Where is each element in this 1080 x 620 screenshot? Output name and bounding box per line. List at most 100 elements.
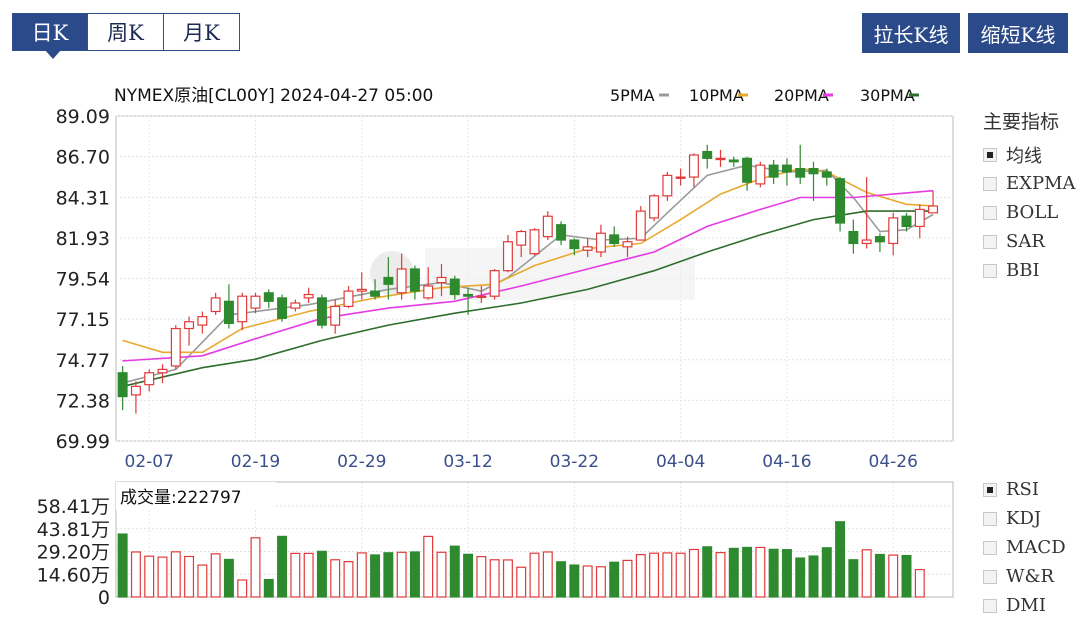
y-tick-label: 77.15: [56, 309, 110, 331]
candle-body: [542, 215, 553, 238]
candle-body: [901, 215, 912, 228]
checkbox[interactable]: [983, 205, 997, 220]
sub-indicator-panel: RSI KDJ MACD W&R DMI: [983, 475, 1066, 620]
main-indicator-sar[interactable]: SAR: [983, 227, 1076, 256]
volume-bar: [144, 555, 155, 598]
tab-month-k[interactable]: 月K: [164, 13, 240, 51]
checkbox[interactable]: [983, 511, 997, 526]
candles: [117, 144, 939, 414]
candle-body: [928, 205, 939, 214]
candle-body: [609, 234, 620, 245]
volume-bar: [170, 551, 181, 598]
candle-body: [755, 164, 766, 185]
volume-tick-label: 43.81万: [37, 519, 110, 541]
main-indicator-header: 主要指标: [983, 111, 1060, 133]
main-indicator-boll[interactable]: BOLL: [983, 198, 1076, 227]
candle-body: [316, 297, 327, 326]
candle-body: [728, 159, 739, 163]
tab-day-k[interactable]: 日K: [12, 13, 88, 59]
y-tick-label: 72.38: [56, 390, 110, 412]
volume-bar: [702, 546, 713, 598]
candle-body: [516, 230, 527, 246]
candle-body: [821, 171, 832, 178]
volume-bar: [821, 547, 832, 598]
candle-body: [449, 278, 460, 296]
sub-indicator-w-r[interactable]: W&R: [983, 562, 1066, 591]
volume-bar: [781, 549, 792, 598]
main-indicator-bbi[interactable]: BBI: [983, 256, 1076, 285]
y-tick-label: 89.09: [56, 106, 110, 128]
candle-body: [556, 224, 567, 241]
shorten-kline-button[interactable]: 缩短K线: [968, 13, 1068, 53]
x-tick-label: 03-22: [550, 452, 599, 472]
volume-bar: [861, 549, 872, 598]
candle-body: [622, 241, 633, 248]
lengthen-kline-button[interactable]: 拉长K线: [862, 13, 960, 53]
candle-body: [715, 157, 726, 161]
candle-body: [409, 268, 420, 292]
x-tick-label: 04-26: [869, 452, 918, 472]
volume-bar: [742, 546, 753, 598]
y-tick-label: 81.93: [56, 228, 110, 250]
volume-bar: [542, 551, 553, 598]
candle-body: [356, 288, 367, 292]
legend-label: 10PMA: [689, 86, 744, 105]
option-label: KDJ: [1006, 508, 1042, 529]
candle-body: [370, 290, 381, 297]
candle-body: [170, 327, 181, 367]
volume-bar: [848, 559, 859, 598]
candle-body: [197, 316, 208, 326]
volume-bar: [662, 552, 673, 598]
volume-bar: [675, 552, 686, 598]
volume-bar: [595, 566, 606, 598]
volume-bar: [330, 559, 341, 598]
volume-bar: [396, 551, 407, 598]
checkbox[interactable]: [983, 234, 997, 249]
volume-bar: [117, 533, 128, 598]
legend-label: 20PMA: [774, 86, 829, 105]
volume-bar: [356, 552, 367, 598]
checkbox[interactable]: [983, 482, 997, 497]
volume-bar: [383, 552, 394, 598]
candle-body: [290, 302, 301, 309]
checkbox[interactable]: [983, 176, 997, 191]
volume-bar: [835, 521, 846, 598]
option-label: SAR: [1006, 231, 1045, 252]
candle-body: [343, 290, 354, 308]
candle-body: [396, 268, 407, 294]
option-label: MACD: [1006, 537, 1066, 558]
volume-bar: [463, 553, 474, 598]
main-indicator--[interactable]: 均线: [983, 140, 1076, 169]
checkbox[interactable]: [983, 147, 997, 162]
volume-bar: [569, 564, 580, 598]
option-label: BBI: [1006, 260, 1040, 281]
volume-bar: [409, 551, 420, 598]
checkbox[interactable]: [983, 569, 997, 584]
volume-bar: [502, 559, 513, 598]
volume-bar: [768, 548, 779, 598]
x-tick-label: 04-16: [762, 452, 811, 472]
candle-body: [223, 300, 234, 325]
tab-week-k[interactable]: 周K: [88, 13, 164, 51]
y-tick-label: 69.99: [56, 431, 110, 453]
option-label: RSI: [1006, 479, 1039, 500]
checkbox[interactable]: [983, 540, 997, 555]
volume-bar: [808, 555, 819, 598]
candle-body: [675, 176, 686, 179]
volume-bar: [250, 537, 261, 598]
volume-bar: [277, 535, 288, 598]
candle-body: [463, 293, 474, 297]
sub-indicator-kdj[interactable]: KDJ: [983, 504, 1066, 533]
chart-title: NYMEX原油[CL00Y] 2024-04-27 05:00: [114, 86, 433, 106]
main-indicator-expma[interactable]: EXPMA: [983, 169, 1076, 198]
candle-body: [595, 232, 606, 253]
sub-indicator-macd[interactable]: MACD: [983, 533, 1066, 562]
legend-label: 30PMA: [860, 86, 915, 105]
volume-bar: [423, 535, 434, 598]
candle-body: [888, 217, 899, 245]
candle-body: [130, 385, 141, 396]
checkbox[interactable]: [983, 263, 997, 278]
sub-indicator-rsi[interactable]: RSI: [983, 475, 1066, 504]
volume-bar: [901, 554, 912, 598]
